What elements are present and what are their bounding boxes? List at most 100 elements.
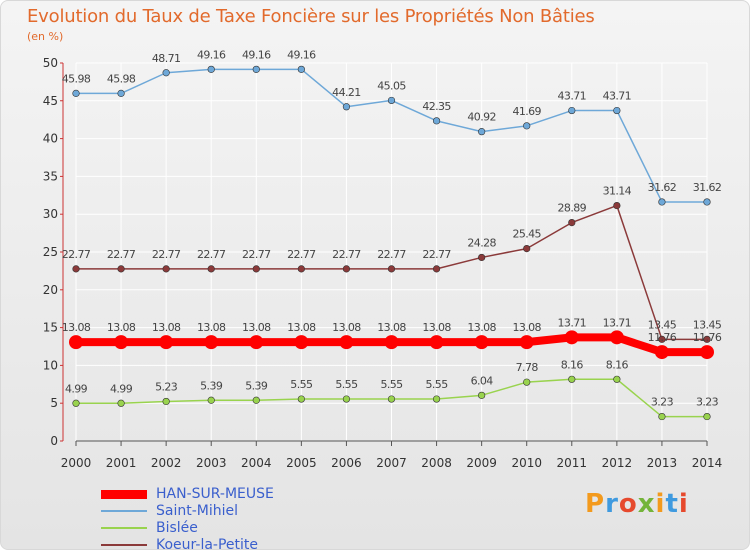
data-point-han-sur-meuse: [700, 345, 714, 360]
data-label-koeur-la-petite: 22.77: [377, 248, 406, 261]
data-point-koeur-la-petite: [658, 335, 666, 343]
data-label-bisl-e: 4.99: [110, 382, 133, 395]
data-label-koeur-la-petite: 22.77: [332, 248, 361, 261]
data-point-koeur-la-petite: [523, 244, 531, 253]
data-point-koeur-la-petite: [117, 265, 125, 273]
data-label-bisl-e: 3.23: [651, 396, 674, 409]
data-point-saint-mihiel: [523, 122, 531, 130]
data-label-han-sur-meuse: 13.08: [62, 321, 91, 334]
x-tick-label: 2012: [602, 456, 633, 470]
data-label-saint-mihiel: 43.71: [558, 90, 587, 103]
data-point-saint-mihiel: [478, 128, 486, 136]
data-label-bisl-e: 5.39: [245, 379, 268, 392]
data-label-saint-mihiel: 31.62: [693, 181, 722, 194]
data-point-koeur-la-petite: [72, 265, 80, 273]
x-tick-label: 2006: [331, 456, 362, 470]
data-label-han-sur-meuse: 13.71: [558, 316, 587, 329]
data-point-han-sur-meuse: [204, 335, 219, 350]
data-point-han-sur-meuse: [654, 345, 669, 360]
data-point-saint-mihiel: [387, 96, 396, 105]
data-label-saint-mihiel: 43.71: [603, 90, 632, 103]
data-label-koeur-la-petite: 22.77: [242, 248, 271, 261]
x-tick-label: 2001: [106, 456, 137, 470]
data-label-han-sur-meuse: 13.08: [422, 321, 451, 334]
data-point-bisl-e: [117, 399, 125, 407]
data-label-koeur-la-petite: 31.14: [603, 185, 632, 198]
data-label-koeur-la-petite: 28.89: [558, 202, 587, 215]
proxiti-logo: Proxiti: [585, 489, 689, 519]
data-point-saint-mihiel: [613, 106, 621, 115]
data-point-koeur-la-petite: [432, 265, 441, 273]
x-tick-label: 2004: [241, 456, 272, 470]
data-point-bisl-e: [432, 395, 441, 403]
data-point-koeur-la-petite: [207, 265, 215, 273]
data-label-koeur-la-petite: 13.45: [648, 318, 677, 331]
y-tick-label: 25: [43, 245, 58, 259]
data-label-saint-mihiel: 40.92: [467, 111, 496, 124]
data-label-saint-mihiel: 45.05: [377, 79, 406, 92]
y-tick-label: 30: [43, 207, 58, 221]
data-point-saint-mihiel: [162, 69, 170, 77]
legend-swatch: [101, 527, 147, 529]
legend-label: HAN-SUR-MEUSE: [156, 486, 274, 502]
data-label-saint-mihiel: 48.71: [152, 52, 181, 65]
data-point-koeur-la-petite: [568, 218, 576, 227]
data-point-han-sur-meuse: [249, 335, 264, 350]
data-label-bisl-e: 5.23: [155, 380, 178, 393]
y-tick-label: 35: [43, 169, 58, 183]
data-point-han-sur-meuse: [69, 335, 83, 350]
chart-title: Evolution du Taux de Taxe Foncière sur l…: [27, 6, 595, 27]
data-label-koeur-la-petite: 22.77: [287, 248, 316, 261]
data-point-han-sur-meuse: [609, 330, 624, 345]
data-label-saint-mihiel: 45.98: [62, 72, 91, 85]
data-point-bisl-e: [72, 399, 80, 407]
legend-swatch: [101, 489, 147, 499]
data-label-saint-mihiel: 42.35: [422, 100, 451, 113]
data-point-han-sur-meuse: [474, 335, 489, 350]
data-label-koeur-la-petite: 22.77: [197, 248, 226, 261]
data-label-han-sur-meuse: 11.76: [693, 331, 722, 344]
data-point-han-sur-meuse: [429, 335, 444, 350]
data-label-han-sur-meuse: 13.71: [603, 316, 632, 329]
data-label-han-sur-meuse: 11.76: [648, 331, 677, 344]
data-point-han-sur-meuse: [159, 335, 174, 350]
data-point-koeur-la-petite: [342, 265, 351, 273]
data-label-koeur-la-petite: 13.45: [693, 318, 722, 331]
data-point-bisl-e: [478, 391, 486, 399]
data-point-koeur-la-petite: [387, 265, 396, 273]
data-point-han-sur-meuse: [114, 335, 129, 350]
data-point-saint-mihiel: [252, 65, 260, 73]
data-label-bisl-e: 5.55: [380, 378, 403, 391]
data-label-bisl-e: 5.55: [290, 378, 313, 391]
x-tick-label: 2010: [511, 456, 542, 470]
data-label-han-sur-meuse: 13.08: [107, 321, 136, 334]
data-label-saint-mihiel: 31.62: [648, 181, 677, 194]
data-point-bisl-e: [162, 397, 170, 406]
data-label-han-sur-meuse: 13.08: [467, 321, 496, 334]
data-label-bisl-e: 3.23: [696, 396, 719, 409]
data-label-saint-mihiel: 49.16: [242, 48, 271, 61]
x-tick-label: 2002: [151, 456, 182, 470]
data-point-bisl-e: [252, 396, 260, 404]
y-tick-label: 15: [43, 321, 58, 335]
data-label-han-sur-meuse: 13.08: [197, 321, 226, 334]
data-point-bisl-e: [658, 412, 666, 421]
data-point-han-sur-meuse: [339, 335, 354, 350]
data-label-bisl-e: 7.78: [516, 361, 539, 374]
x-tick-label: 2014: [692, 456, 723, 470]
y-tick-label: 10: [43, 358, 58, 372]
data-point-koeur-la-petite: [252, 265, 260, 273]
data-label-bisl-e: 6.04: [471, 374, 494, 387]
data-label-bisl-e: 4.99: [65, 382, 88, 395]
data-label-bisl-e: 5.39: [200, 379, 223, 392]
data-point-han-sur-meuse: [294, 335, 309, 350]
data-point-koeur-la-petite: [478, 253, 486, 262]
data-point-bisl-e: [342, 395, 351, 403]
data-label-koeur-la-petite: 22.77: [152, 248, 181, 261]
legend-label: Bislée: [156, 520, 198, 536]
legend-swatch: [101, 510, 147, 512]
legend-label: Koeur-la-Petite: [156, 537, 259, 550]
data-label-han-sur-meuse: 13.08: [242, 321, 271, 334]
